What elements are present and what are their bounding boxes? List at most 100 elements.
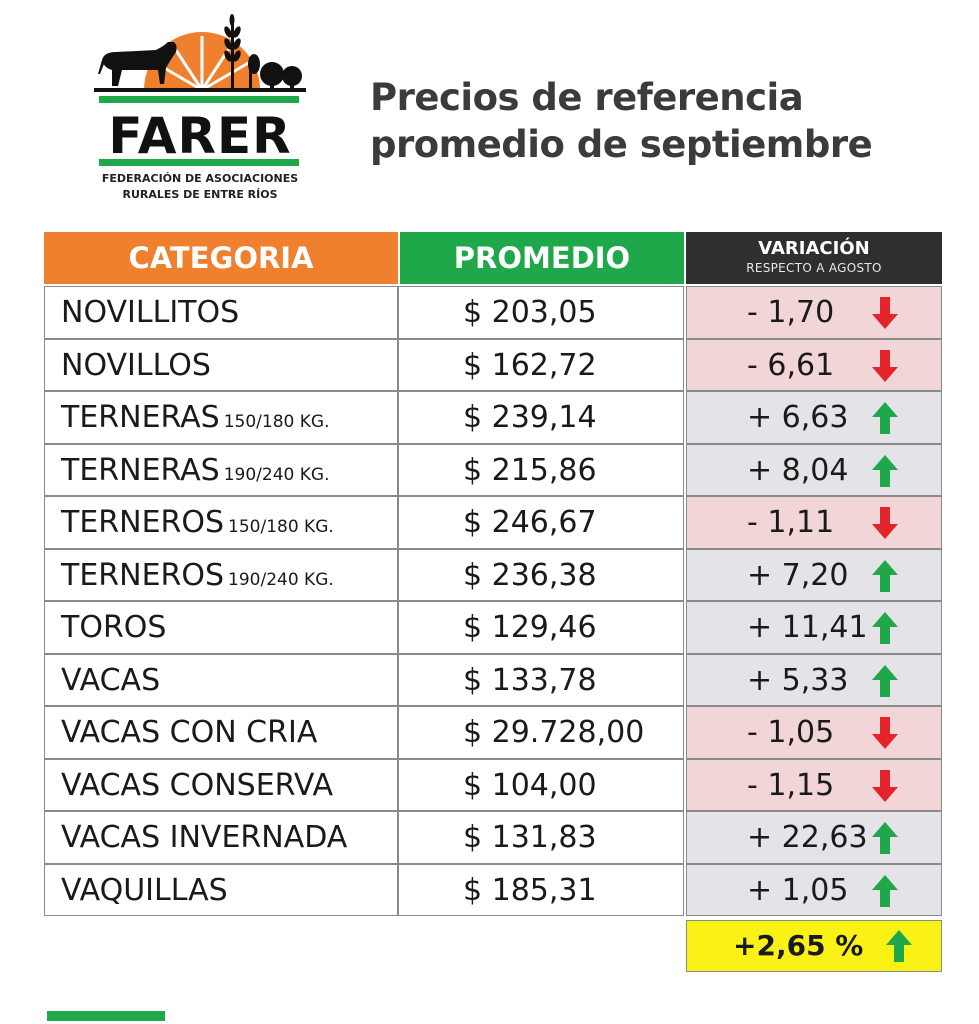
category-name: TOROS	[61, 610, 167, 645]
variation-cell: - 1,70	[686, 286, 942, 339]
arrow-up-icon	[872, 454, 898, 487]
total-variation-value: +2,65 %	[733, 929, 864, 962]
price-value: $ 129,46	[463, 610, 597, 645]
variation-value: - 6,61	[747, 347, 835, 383]
category-name: VACAS INVERNADA	[61, 820, 348, 855]
arrow-up-icon	[886, 930, 912, 962]
price-value: $ 185,31	[463, 872, 597, 908]
category-name: NOVILLITOS	[61, 295, 240, 330]
variation-cell: + 8,04	[686, 443, 942, 496]
title-line-2: promedio de septiembre	[370, 123, 873, 166]
table-row: VACAS $ 133,78 + 5,33	[44, 653, 942, 706]
price-value: $ 239,14	[463, 400, 597, 435]
header-variacion-subtitle: RESPECTO A AGOSTO	[746, 261, 882, 275]
variation-value: + 22,63	[747, 820, 868, 855]
variation-cell: + 1,05	[686, 863, 942, 916]
category-cell: VAQUILLAS	[44, 863, 398, 916]
price-cell: $ 185,31	[398, 863, 684, 916]
price-value: $ 246,67	[463, 505, 597, 540]
price-value: $ 236,38	[463, 557, 597, 593]
category-name: VACAS	[61, 662, 161, 698]
category-name: NOVILLOS	[61, 347, 211, 383]
price-cell: $ 104,00	[398, 758, 684, 811]
price-cell: $ 203,05	[398, 286, 684, 339]
variation-value: + 1,05	[747, 872, 849, 908]
category-cell: NOVILLOS	[44, 338, 398, 391]
variation-cell: + 6,63	[686, 391, 942, 444]
category-weight-range: 150/180 KG.	[223, 412, 330, 432]
arrow-down-icon	[872, 717, 898, 749]
header-variacion: VARIACIÓN RESPECTO A AGOSTO	[686, 232, 942, 284]
variation-value: - 1,70	[747, 295, 835, 330]
category-name: TERNEROS	[61, 505, 225, 540]
variation-cell: - 1,15	[686, 758, 942, 811]
category-cell: TERNEROS 190/240 KG.	[44, 548, 398, 601]
table-row: TERNERAS 150/180 KG. $ 239,14 + 6,63	[44, 391, 942, 444]
price-cell: $ 246,67	[398, 496, 684, 549]
price-value: $ 131,83	[463, 820, 597, 855]
price-value: $ 29.728,00	[463, 715, 645, 750]
table-row: VACAS INVERNADA $ 131,83 + 22,63	[44, 811, 942, 864]
price-value: $ 133,78	[463, 662, 597, 698]
category-name: VACAS CON CRIA	[61, 715, 318, 750]
arrow-up-icon	[872, 559, 898, 592]
price-cell: $ 129,46	[398, 601, 684, 654]
category-name: VACAS CONSERVA	[61, 767, 333, 803]
arrow-up-icon	[872, 874, 898, 907]
arrow-up-icon	[872, 612, 898, 644]
table-row: NOVILLITOS $ 203,05 - 1,70	[44, 286, 942, 339]
arrow-down-icon	[872, 769, 898, 802]
category-cell: NOVILLITOS	[44, 286, 398, 339]
variation-cell: + 11,41	[686, 601, 942, 654]
price-cell: $ 133,78	[398, 653, 684, 706]
table-row: VACAS CONSERVA $ 104,00 - 1,15	[44, 758, 942, 811]
category-name: TERNEROS	[61, 557, 225, 593]
header-categoria: CATEGORIA	[44, 232, 398, 284]
variation-cell: + 7,20	[686, 548, 942, 601]
category-weight-range: 190/240 KG.	[223, 464, 330, 485]
price-cell: $ 236,38	[398, 548, 684, 601]
price-value: $ 162,72	[463, 347, 597, 383]
variation-value: - 1,05	[747, 715, 835, 750]
category-cell: VACAS INVERNADA	[44, 811, 398, 864]
variation-cell: + 5,33	[686, 653, 942, 706]
logo-stripe-bottom	[99, 159, 299, 166]
logo-stripe-top	[99, 96, 299, 103]
price-value: $ 104,00	[463, 767, 597, 803]
price-cell: $ 29.728,00	[398, 706, 684, 759]
bottom-accent-bar	[47, 1011, 165, 1021]
header-variacion-title: VARIACIÓN	[758, 238, 870, 259]
category-cell: TERNEROS 150/180 KG.	[44, 496, 398, 549]
arrow-down-icon	[872, 297, 898, 329]
table-row: TERNEROS 190/240 KG. $ 236,38 + 7,20	[44, 548, 942, 601]
price-cell: $ 162,72	[398, 338, 684, 391]
arrow-down-icon	[872, 349, 898, 382]
variation-cell: - 6,61	[686, 338, 942, 391]
table-row: TERNERAS 190/240 KG. $ 215,86 + 8,04	[44, 443, 942, 496]
variation-cell: - 1,05	[686, 706, 942, 759]
page-title: Precios de referencia promedio de septie…	[370, 74, 960, 168]
price-cell: $ 239,14	[398, 391, 684, 444]
category-cell: TERNERAS 150/180 KG.	[44, 391, 398, 444]
logo-name: FARER	[108, 107, 292, 165]
table-row: VAQUILLAS $ 185,31 + 1,05	[44, 863, 942, 916]
category-weight-range: 150/180 KG.	[228, 517, 334, 537]
total-variation: +2,65 %	[686, 920, 942, 972]
farer-logo-emblem	[94, 14, 306, 92]
header-promedio: PROMEDIO	[400, 232, 684, 284]
category-cell: TOROS	[44, 601, 398, 654]
arrow-down-icon	[872, 507, 898, 539]
variation-cell: - 1,11	[686, 496, 942, 549]
price-cell: $ 215,86	[398, 443, 684, 496]
category-name: TERNERAS	[61, 452, 220, 488]
table-row: TERNEROS 150/180 KG. $ 246,67 - 1,11	[44, 496, 942, 549]
table-row: NOVILLOS $ 162,72 - 6,61	[44, 338, 942, 391]
variation-value: + 5,33	[747, 662, 849, 698]
price-value: $ 215,86	[463, 452, 597, 488]
tree-icon	[260, 62, 302, 90]
table-body: NOVILLITOS $ 203,05 - 1,70 NOVILLOS $ 162,72…	[44, 286, 942, 916]
price-cell: $ 131,83	[398, 811, 684, 864]
wheat-icon	[224, 14, 241, 90]
variation-value: - 1,15	[747, 767, 835, 803]
variation-value: + 11,41	[747, 610, 868, 645]
